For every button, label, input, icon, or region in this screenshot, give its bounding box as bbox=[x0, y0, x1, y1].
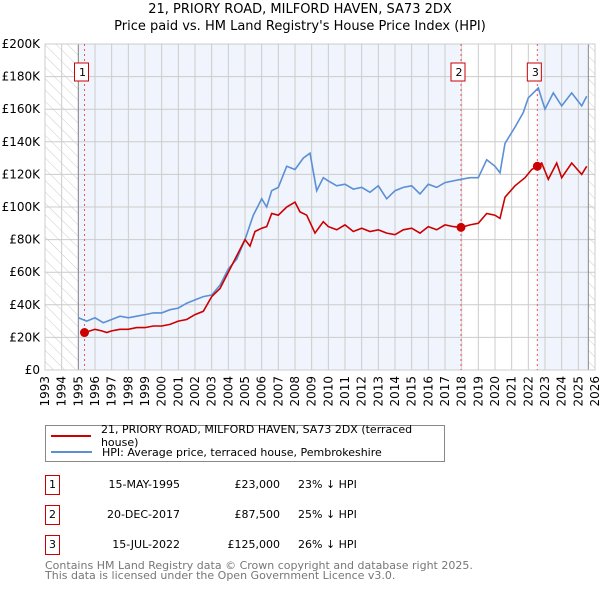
x-tick-label: 1997 bbox=[105, 376, 119, 407]
x-tick-label: 2010 bbox=[321, 376, 335, 407]
legend-label: 21, PRIORY ROAD, MILFORD HAVEN, SA73 2DX… bbox=[100, 423, 413, 449]
sale-price: £23,000 bbox=[234, 478, 281, 491]
x-tick-label: 2025 bbox=[571, 376, 585, 407]
x-tick-label: 2005 bbox=[238, 376, 252, 407]
footer-licence: This data is licensed under the Open Gov… bbox=[45, 569, 396, 582]
sale-label-box bbox=[74, 62, 89, 82]
sale-label: 2 bbox=[456, 66, 463, 79]
sale-point bbox=[532, 161, 542, 171]
y-tick-label: £40K bbox=[9, 298, 41, 312]
x-tick-label: 2020 bbox=[488, 376, 502, 407]
sale-label-box bbox=[526, 62, 542, 82]
y-tick-label: £120K bbox=[2, 167, 42, 181]
sale-point bbox=[80, 328, 89, 338]
x-tick-label: 2011 bbox=[338, 376, 352, 407]
y-tick-label: £180K bbox=[2, 70, 42, 84]
sale-label: 1 bbox=[79, 66, 86, 79]
table-row: 2 20-DEC-2017 £87,500 25% ↓ HPI bbox=[45, 505, 445, 525]
sale-marker-badge: 2 bbox=[45, 505, 60, 525]
legend-item-hpi: HPI: Average price, terraced house, Pemb… bbox=[46, 444, 382, 460]
x-tick-label: 2006 bbox=[255, 376, 269, 407]
x-tick-label: 2007 bbox=[271, 376, 285, 407]
sale-label-box bbox=[450, 62, 466, 82]
chart-title-line1: 21, PRIORY ROAD, MILFORD HAVEN, SA73 2DX bbox=[148, 2, 452, 17]
footer-copyright: Contains HM Land Registry data © Crown c… bbox=[45, 559, 473, 572]
x-tick-label: 2000 bbox=[155, 376, 169, 407]
legend-swatch-red bbox=[51, 435, 91, 437]
x-tick-label: 1994 bbox=[55, 376, 69, 407]
sale-point bbox=[456, 222, 466, 232]
y-tick-label: £20K bbox=[9, 330, 41, 344]
y-tick-label: £100K bbox=[2, 200, 42, 214]
price-chart: £0 £20K £40K £60K £80K £100K £120K £140K £160K £1… bbox=[2, 37, 600, 407]
legend: 21, PRIORY ROAD, MILFORD HAVEN, SA73 2DX… bbox=[45, 423, 445, 462]
y-tick-label: £60K bbox=[9, 265, 41, 279]
chart-title-line2: Price paid vs. HM Land Registry's House … bbox=[114, 19, 486, 34]
x-tick-label: 2003 bbox=[205, 376, 219, 407]
x-tick-label: 2026 bbox=[588, 376, 600, 407]
y-tick-label: £200K bbox=[2, 37, 42, 51]
x-tick-label: 2017 bbox=[438, 376, 452, 407]
plot-border bbox=[44, 43, 596, 371]
x-tick-label: 1995 bbox=[71, 376, 85, 407]
x-tick-label: 2016 bbox=[421, 376, 435, 407]
x-tick-label: 2009 bbox=[305, 376, 319, 407]
sale-marker-badge: 1 bbox=[45, 475, 60, 495]
x-tick-label: 2004 bbox=[221, 376, 235, 407]
table-row: 3 15-JUL-2022 £125,000 26% ↓ HPI bbox=[45, 535, 445, 555]
y-tick-label: £160K bbox=[2, 102, 42, 116]
sale-date: 20-DEC-2017 bbox=[106, 508, 180, 521]
sale-hpi-diff: 23% ↓ HPI bbox=[298, 478, 357, 491]
legend-item-property: 21, PRIORY ROAD, MILFORD HAVEN, SA73 2DX… bbox=[46, 423, 444, 449]
x-tick-label: 2019 bbox=[471, 376, 485, 407]
x-tick-label: 2015 bbox=[405, 376, 419, 407]
x-tick-label: 2013 bbox=[371, 376, 385, 407]
x-tick-label: 1999 bbox=[138, 376, 152, 407]
sale-price: £125,000 bbox=[227, 538, 281, 551]
table-row: 1 15-MAY-1995 £23,000 23% ↓ HPI bbox=[45, 475, 445, 495]
x-tick-label: 1998 bbox=[121, 376, 135, 407]
sale-marker-badge: 3 bbox=[45, 535, 60, 555]
y-tick-label: £0 bbox=[25, 363, 40, 377]
sale-price: £87,500 bbox=[234, 508, 281, 521]
legend-label: HPI: Average price, terraced house, Pemb… bbox=[102, 445, 382, 459]
x-tick-label: 1996 bbox=[88, 376, 102, 407]
series-line bbox=[78, 86, 588, 324]
x-tick-label: 2018 bbox=[455, 376, 469, 407]
x-tick-label: 2023 bbox=[538, 376, 552, 407]
y-tick-label: £80K bbox=[9, 233, 41, 247]
legend-swatch-blue bbox=[51, 451, 92, 453]
sale-hpi-diff: 26% ↓ HPI bbox=[298, 538, 357, 551]
x-tick-label: 2001 bbox=[171, 376, 185, 407]
y-tick-label: £140K bbox=[2, 135, 42, 149]
x-tick-label: 2021 bbox=[505, 376, 519, 407]
sale-date: 15-JUL-2022 bbox=[112, 538, 180, 551]
series-line bbox=[84, 160, 588, 334]
x-tick-label: 2002 bbox=[188, 376, 202, 407]
x-tick-label: 2008 bbox=[288, 376, 302, 407]
sale-label: 3 bbox=[532, 66, 539, 79]
x-tick-label: 2022 bbox=[521, 376, 535, 407]
sale-hpi-diff: 25% ↓ HPI bbox=[298, 508, 357, 521]
x-tick-label: 2014 bbox=[388, 376, 402, 407]
x-tick-label: 1993 bbox=[38, 376, 52, 407]
x-tick-label: 2024 bbox=[555, 376, 569, 407]
x-tick-label: 2012 bbox=[355, 376, 369, 407]
sale-date: 15-MAY-1995 bbox=[108, 478, 180, 491]
